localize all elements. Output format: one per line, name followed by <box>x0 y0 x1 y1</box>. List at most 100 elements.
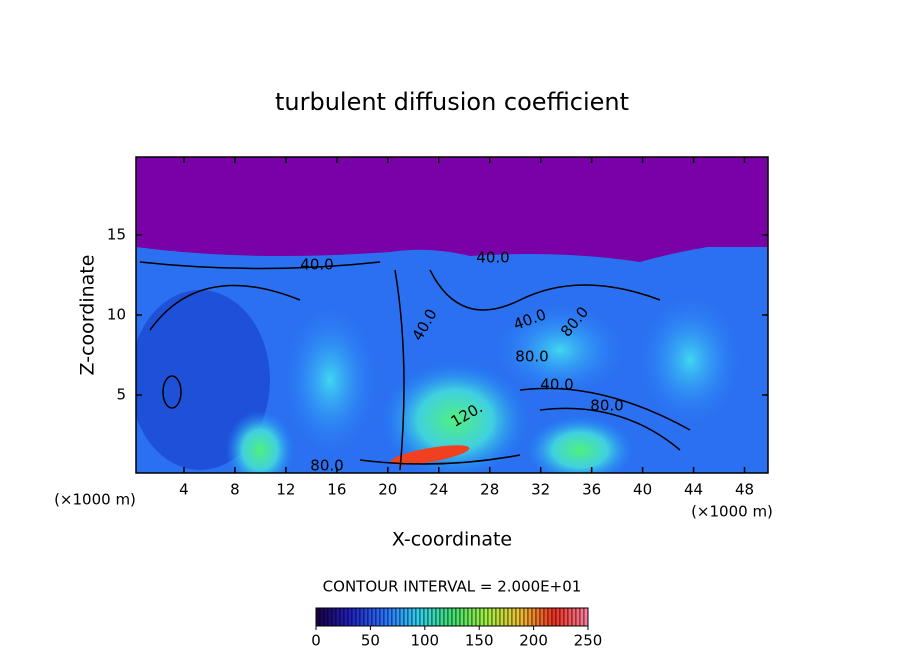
colorbar-cell <box>387 607 393 627</box>
colorbar-cell <box>395 607 401 627</box>
colorbar-cell <box>375 607 381 627</box>
colorbar-cell <box>407 607 413 627</box>
colorbar-cell <box>575 607 581 627</box>
x-tick-label: 44 <box>684 481 703 499</box>
colorbar-cell <box>475 607 481 627</box>
contour-line <box>162 375 182 409</box>
colorbar-cell <box>355 607 361 627</box>
colorbar-cell <box>391 607 397 627</box>
colorbar-cell <box>339 607 345 627</box>
y-axis-label: Z-coordinate <box>77 255 99 376</box>
y-tick-label: 5 <box>116 386 126 404</box>
colorbar-cell <box>435 607 441 627</box>
colorbar-cell <box>359 607 365 627</box>
x-tick-label: 12 <box>276 481 295 499</box>
colorbar-tick-label: 250 <box>574 632 603 650</box>
colorbar-cell <box>483 607 489 627</box>
field-top <box>136 157 768 262</box>
colorbar-cell <box>399 607 405 627</box>
field-eddy <box>490 300 630 400</box>
contour-label: 40.0 <box>300 256 333 274</box>
colorbar-cell <box>423 607 429 627</box>
field-core <box>380 360 530 473</box>
field-eddy <box>280 300 380 460</box>
colorbar-tick-label: 100 <box>410 632 439 650</box>
field-core <box>225 410 295 473</box>
colorbar-cell <box>471 607 477 627</box>
colorbar-cell <box>427 607 433 627</box>
colorbar-cell <box>451 607 457 627</box>
x-tick-label: 36 <box>582 481 601 499</box>
colorbar-cell <box>335 607 341 627</box>
colorbar-cell <box>371 607 377 627</box>
colorbar-tick-label: 0 <box>311 632 321 650</box>
colorbar-cell <box>347 607 353 627</box>
colorbar-cell <box>351 607 357 627</box>
colorbar-tick-label: 50 <box>361 632 380 650</box>
colorbar-cell <box>523 607 529 627</box>
field-core <box>525 415 635 473</box>
y-tick-label: 10 <box>107 306 126 324</box>
x-unit: (×1000 m) <box>54 491 136 509</box>
contour-label: 40.0 <box>540 376 573 394</box>
contour-interval: CONTOUR INTERVAL = 2.000E+01 <box>323 578 582 596</box>
colorbar-cell <box>531 607 537 627</box>
colorbar-cell <box>315 607 321 627</box>
colorbar-cell <box>343 607 349 627</box>
colorbar-cell <box>403 607 409 627</box>
colorbar-cell <box>491 607 497 627</box>
colorbar-cell <box>535 607 541 627</box>
colorbar-cell <box>479 607 485 627</box>
contour-label: 80.0 <box>515 348 548 366</box>
x-tick-label: 8 <box>230 481 240 499</box>
colorbar-frame <box>315 607 589 627</box>
colorbar-cell <box>539 607 545 627</box>
colorbar-cell <box>515 607 521 627</box>
colorbar-cell <box>363 607 369 627</box>
colorbar-cell <box>463 607 469 627</box>
colorbar-cell <box>319 607 325 627</box>
field <box>136 157 768 473</box>
colorbar-cell <box>519 607 525 627</box>
colorbar-cell <box>443 607 449 627</box>
field-peak <box>390 445 470 465</box>
colorbar-cell <box>551 607 557 627</box>
colorbar-cell <box>571 607 577 627</box>
colorbar-cell <box>503 607 509 627</box>
x-tick-label: 24 <box>429 481 448 499</box>
colorbar-tick-label: 200 <box>519 632 548 650</box>
colorbar-cell <box>487 607 493 627</box>
colorbar-cell <box>579 607 585 627</box>
x-tick-label: 20 <box>378 481 397 499</box>
chart-title: turbulent diffusion coefficient <box>275 88 629 116</box>
colorbar-cell <box>439 607 445 627</box>
colorbar-cell <box>459 607 465 627</box>
colorbar-tick-label: 150 <box>465 632 494 650</box>
colorbar-cell <box>323 607 329 627</box>
x-tick-label: 48 <box>735 481 754 499</box>
x-axis-label: X-coordinate <box>392 529 512 551</box>
contour-line <box>139 261 691 471</box>
colorbar-cell <box>431 607 437 627</box>
colorbar-cell <box>379 607 385 627</box>
colorbar-cell <box>419 607 425 627</box>
colorbar-cell <box>507 607 513 627</box>
colorbar-cell <box>467 607 473 627</box>
colorbar-cell <box>499 607 505 627</box>
colorbar-cell <box>455 607 461 627</box>
colorbar-cell <box>383 607 389 627</box>
x-unit: (×1000 m) <box>691 503 773 521</box>
colorbar-cell <box>563 607 569 627</box>
x-tick-label: 28 <box>480 481 499 499</box>
colorbar-cell <box>583 607 589 627</box>
field-eddy <box>635 290 745 430</box>
colorbar-cell <box>555 607 561 627</box>
colorbar-cell <box>415 607 421 627</box>
colorbar-cell <box>411 607 417 627</box>
colorbar-cell <box>447 607 453 627</box>
colorbar-cell <box>527 607 533 627</box>
colorbar-cell <box>567 607 573 627</box>
x-tick-label: 40 <box>633 481 652 499</box>
y-tick-label: 15 <box>107 226 126 244</box>
x-tick-label: 16 <box>327 481 346 499</box>
